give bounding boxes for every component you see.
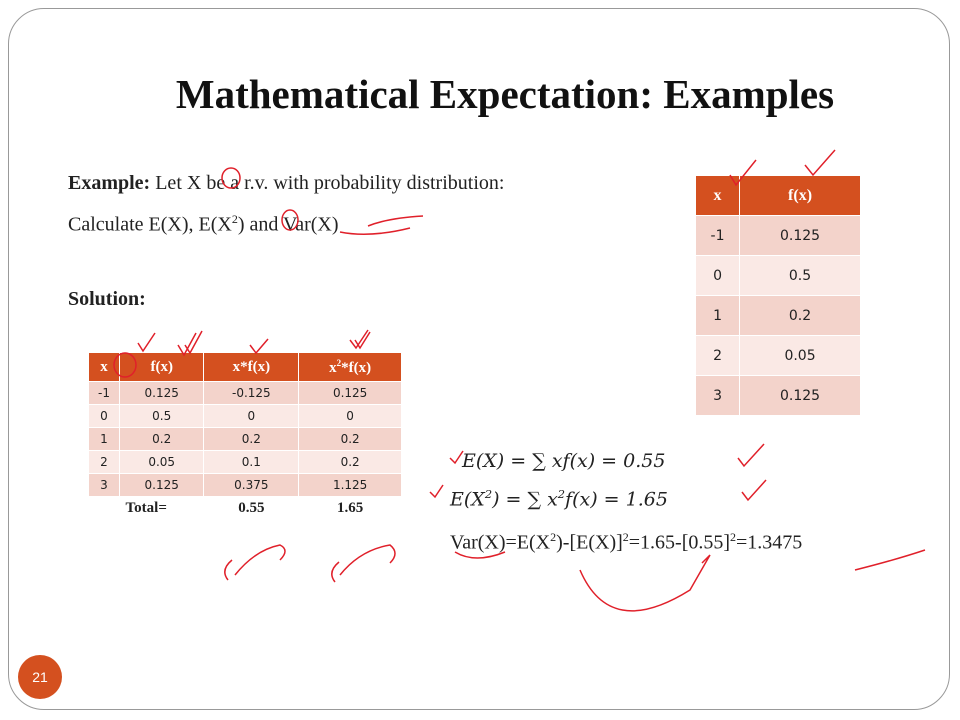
table-row: 1 0.2 0.2 0.2 <box>88 427 402 451</box>
table-row: 2 0.05 <box>694 335 861 376</box>
table-cell: 0.125 <box>118 381 205 405</box>
table-cell: 0 <box>298 404 402 428</box>
header-cell: f(x) <box>739 175 861 216</box>
table-row: -1 0.125 <box>694 215 861 256</box>
example-text: Let X be a r.v. with probability distrib… <box>150 172 505 194</box>
text-segment: =1.65-[0.55] <box>628 531 731 554</box>
table-cell: 0 <box>88 404 120 428</box>
text-segment: f(x) <box>150 358 173 375</box>
table-cell: 0.2 <box>118 427 205 451</box>
table-cell: 3 <box>694 375 741 416</box>
formula: E(X) = ∑ xf(x) = 0.55 <box>462 450 665 472</box>
table-cell: -1 <box>88 381 120 405</box>
superscript: 2 <box>336 357 342 368</box>
table-cell: 1.125 <box>298 473 402 497</box>
table-cell: 1 <box>694 295 741 336</box>
text-segment: E(X <box>450 488 485 511</box>
table-cell: 0.2 <box>298 427 402 451</box>
header-cell: x <box>88 352 120 382</box>
table-row: 3 0.125 0.375 1.125 <box>88 473 402 497</box>
distribution-table: x f(x) -1 0.125 0 0.5 1 0.2 2 0.05 3 0.125 <box>694 175 861 416</box>
total-cell: 1.65 <box>298 496 402 520</box>
table-cell: 0.125 <box>118 473 205 497</box>
slide-frame <box>8 8 950 710</box>
superscript: 2 <box>484 487 493 501</box>
table-cell: 2 <box>694 335 741 376</box>
table-cell: 0.2 <box>203 427 300 451</box>
text-segment: f(x) = 1.65 <box>565 488 668 511</box>
header-cell: f(x) <box>118 352 205 382</box>
page-number: 21 <box>18 655 62 699</box>
superscript: 2 <box>622 530 629 544</box>
text-segment: ) and Var(X) <box>237 213 339 236</box>
text-segment: ) = ∑ x <box>492 488 558 511</box>
table-row: 2 0.05 0.1 0.2 <box>88 450 402 474</box>
header-row: x f(x) x*f(x) x2*f(x) <box>88 352 402 382</box>
superscript: 2 <box>557 487 566 501</box>
total-cell: 0.55 <box>203 496 300 520</box>
table-cell: -0.125 <box>203 381 300 405</box>
superscript: 2 <box>730 530 737 544</box>
table-cell: 0.125 <box>739 215 861 256</box>
table-cell: 0.375 <box>203 473 300 497</box>
table-row: 0 0.5 0 0 <box>88 404 402 428</box>
table-cell: 0 <box>203 404 300 428</box>
header-cell: x2*f(x) <box>298 352 402 382</box>
table-row: 1 0.2 <box>694 295 861 336</box>
text-segment: )-[E(X)] <box>556 531 623 554</box>
table-row: 3 0.125 <box>694 375 861 416</box>
table-cell: 0.2 <box>298 450 402 474</box>
table-cell: 3 <box>88 473 120 497</box>
text-segment: Var(X)=E(X <box>450 531 551 554</box>
title: Mathematical Expectation: Examples <box>175 71 835 117</box>
header-row: x f(x) <box>694 175 861 216</box>
text-segment: E(X) = ∑ xf(x) = 0.55 <box>462 450 666 472</box>
superscript: 2 <box>550 530 557 544</box>
header-cell: x <box>694 175 741 216</box>
example-label: Example: <box>68 172 151 194</box>
table-cell: 0 <box>694 255 741 296</box>
table-cell: 0.1 <box>203 450 300 474</box>
table-cell: 0.2 <box>739 295 861 336</box>
table-cell: 0.125 <box>739 375 861 416</box>
formula: Var(X)=E(X2)-[E(X)]2=1.65-[0.55]2=1.3475 <box>450 530 802 555</box>
table-cell: 0.5 <box>118 404 205 428</box>
text-segment: =1.3475 <box>736 531 803 554</box>
table-cell: 0.125 <box>298 381 402 405</box>
example-line: Example: Let X be a r.v. with probabilit… <box>68 172 504 195</box>
text-segment: x*f(x) <box>232 358 271 375</box>
solution-label: Solution: <box>68 288 146 310</box>
text-segment: Calculate E(X), E(X <box>68 213 232 236</box>
table-cell: 0.05 <box>118 450 205 474</box>
table-cell: -1 <box>694 215 741 256</box>
text-segment: x <box>329 359 337 376</box>
table-row: 0 0.5 <box>694 255 861 296</box>
total-cell: Total= <box>87 496 205 520</box>
header-cell: x*f(x) <box>203 352 300 382</box>
total-row: Total= 0.55 1.65 <box>87 496 402 520</box>
table-cell: 2 <box>88 450 120 474</box>
text-segment: *f(x) <box>341 359 372 376</box>
table-cell: 0.5 <box>739 255 861 296</box>
superscript: 2 <box>231 212 238 226</box>
formula: E(X2) = ∑ x2f(x) = 1.65 <box>450 487 668 510</box>
calculate-line: Calculate E(X), E(X2) and Var(X) <box>68 212 339 237</box>
calculation-table: x f(x) x*f(x) x2*f(x) -1 0.125 -0.125 0.125 0 0.5… <box>87 352 402 520</box>
text-segment: x <box>100 358 108 375</box>
table-cell: 0.05 <box>739 335 861 376</box>
table-cell: 1 <box>88 427 120 451</box>
table-row: -1 0.125 -0.125 0.125 <box>88 381 402 405</box>
